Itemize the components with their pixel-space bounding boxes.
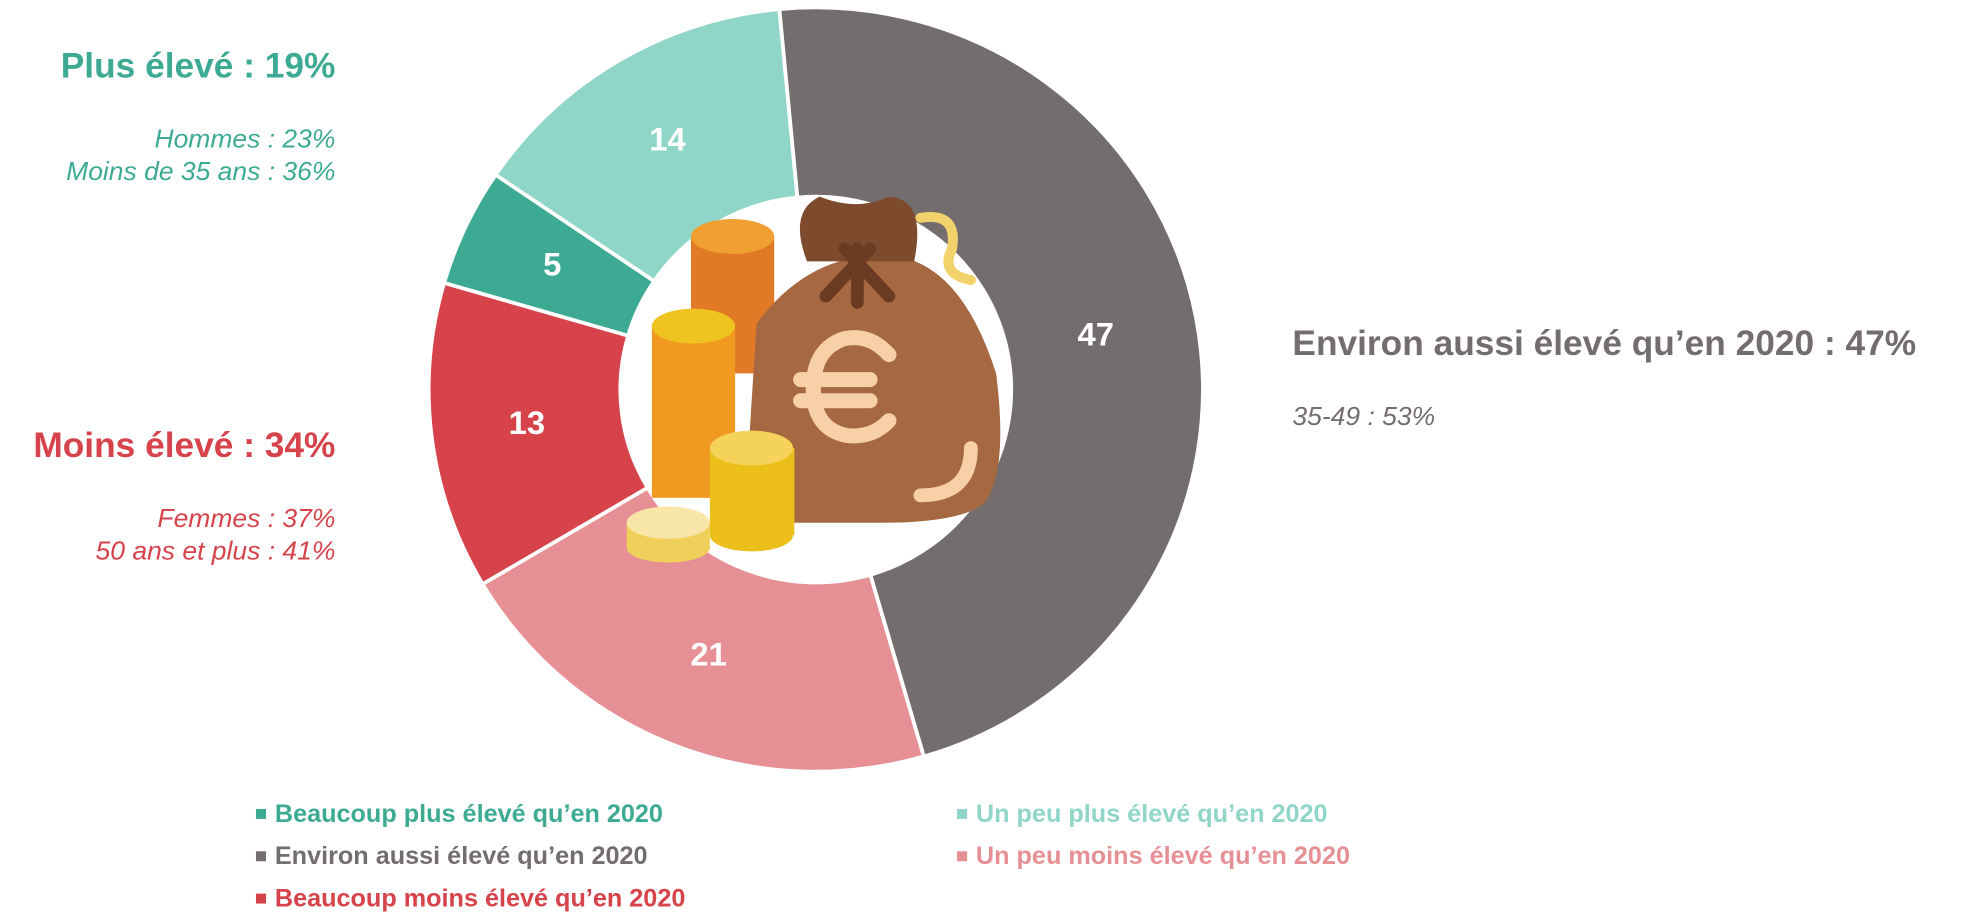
legend-label: Environ aussi élevé qu’en 2020 bbox=[275, 842, 648, 870]
annotation-detail: 50 ans et plus : 41% bbox=[96, 536, 336, 566]
slice-label: 13 bbox=[509, 405, 545, 441]
legend-marker bbox=[255, 893, 267, 904]
legend-marker bbox=[957, 851, 968, 862]
legend: Beaucoup plus élevé qu’en 2020 Un peu plu… bbox=[255, 800, 1350, 913]
annotation-detail: 35-49 : 53% bbox=[1292, 401, 1435, 431]
slice-label: 5 bbox=[543, 247, 561, 283]
legend-label: Un peu moins élevé qu’en 2020 bbox=[976, 842, 1350, 870]
slice-label: 14 bbox=[649, 122, 685, 158]
annotations: Plus élevé : 19% Hommes : 23%Moins de 35 … bbox=[33, 47, 1916, 566]
legend-marker bbox=[255, 808, 267, 819]
annotation-detail: Femmes : 37% bbox=[157, 503, 335, 533]
annotation-detail: Moins de 35 ans : 36% bbox=[66, 156, 335, 186]
donut bbox=[426, 5, 1205, 774]
legend-label: Beaucoup moins élevé qu’en 2020 bbox=[275, 885, 686, 913]
annotation-title: Environ aussi élevé qu’en 2020 : 47% bbox=[1292, 324, 1916, 363]
slice-label: 21 bbox=[690, 637, 726, 673]
slice-labels: 5 14 47 21 13 bbox=[509, 122, 1114, 673]
legend-label: Un peu plus élevé qu’en 2020 bbox=[976, 800, 1328, 828]
annotation-title: Moins élevé : 34% bbox=[33, 426, 335, 465]
donut-slice bbox=[480, 485, 927, 774]
annotation-title: Plus élevé : 19% bbox=[61, 47, 336, 86]
slice-label: 47 bbox=[1077, 317, 1113, 353]
legend-marker bbox=[255, 851, 267, 862]
donut-slice bbox=[426, 280, 651, 587]
legend-label: Beaucoup plus élevé qu’en 2020 bbox=[275, 800, 663, 828]
legend-marker bbox=[957, 808, 968, 819]
annotation-detail: Hommes : 23% bbox=[154, 124, 335, 154]
donut-slice bbox=[777, 5, 1205, 759]
money-bag-icon bbox=[626, 196, 1001, 563]
